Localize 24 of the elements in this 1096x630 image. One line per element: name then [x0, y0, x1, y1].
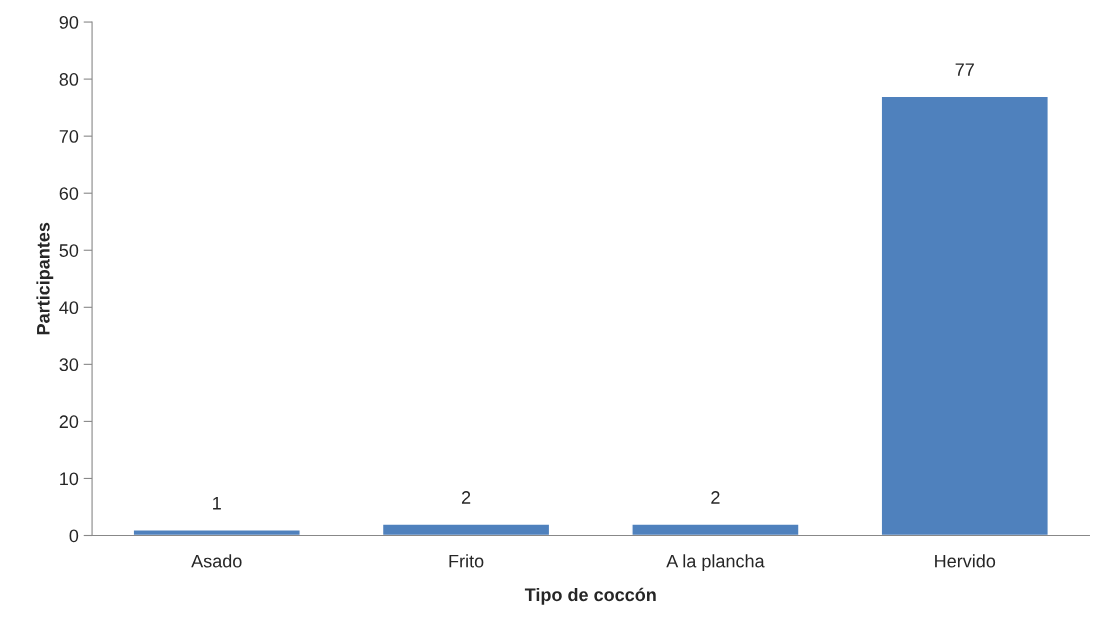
y-tick-label: 10: [60, 472, 79, 486]
y-tick-label: 0: [69, 529, 79, 543]
y-tick-label: 80: [59, 73, 79, 86]
bar: [880, 95, 1049, 536]
y-tick-label: 30: [59, 358, 79, 372]
x-tick-label: Frito: [449, 554, 484, 568]
y-tick-label: 90: [59, 15, 79, 29]
x-axis-title: Tipo de coccón: [524, 587, 656, 605]
x-tick-label: Hervido: [935, 554, 996, 568]
y-tick-label: 70: [59, 130, 79, 143]
y-tick-label: 60: [59, 187, 79, 200]
x-tick-label: Asado: [191, 554, 242, 568]
y-tick-label: 50: [59, 244, 79, 257]
bar: [631, 523, 800, 536]
bar: [132, 529, 301, 536]
y-axis-title: Participantes: [36, 222, 54, 335]
x-tick-label: A la plancha: [666, 554, 765, 572]
data-label: 77: [955, 63, 974, 76]
y-tick-label: 40: [59, 301, 79, 315]
bar: [381, 523, 551, 536]
y-tick-label: 20: [59, 415, 79, 429]
data-label: 2: [461, 491, 471, 504]
data-label: 1: [213, 496, 221, 510]
data-label: 2: [711, 491, 720, 504]
